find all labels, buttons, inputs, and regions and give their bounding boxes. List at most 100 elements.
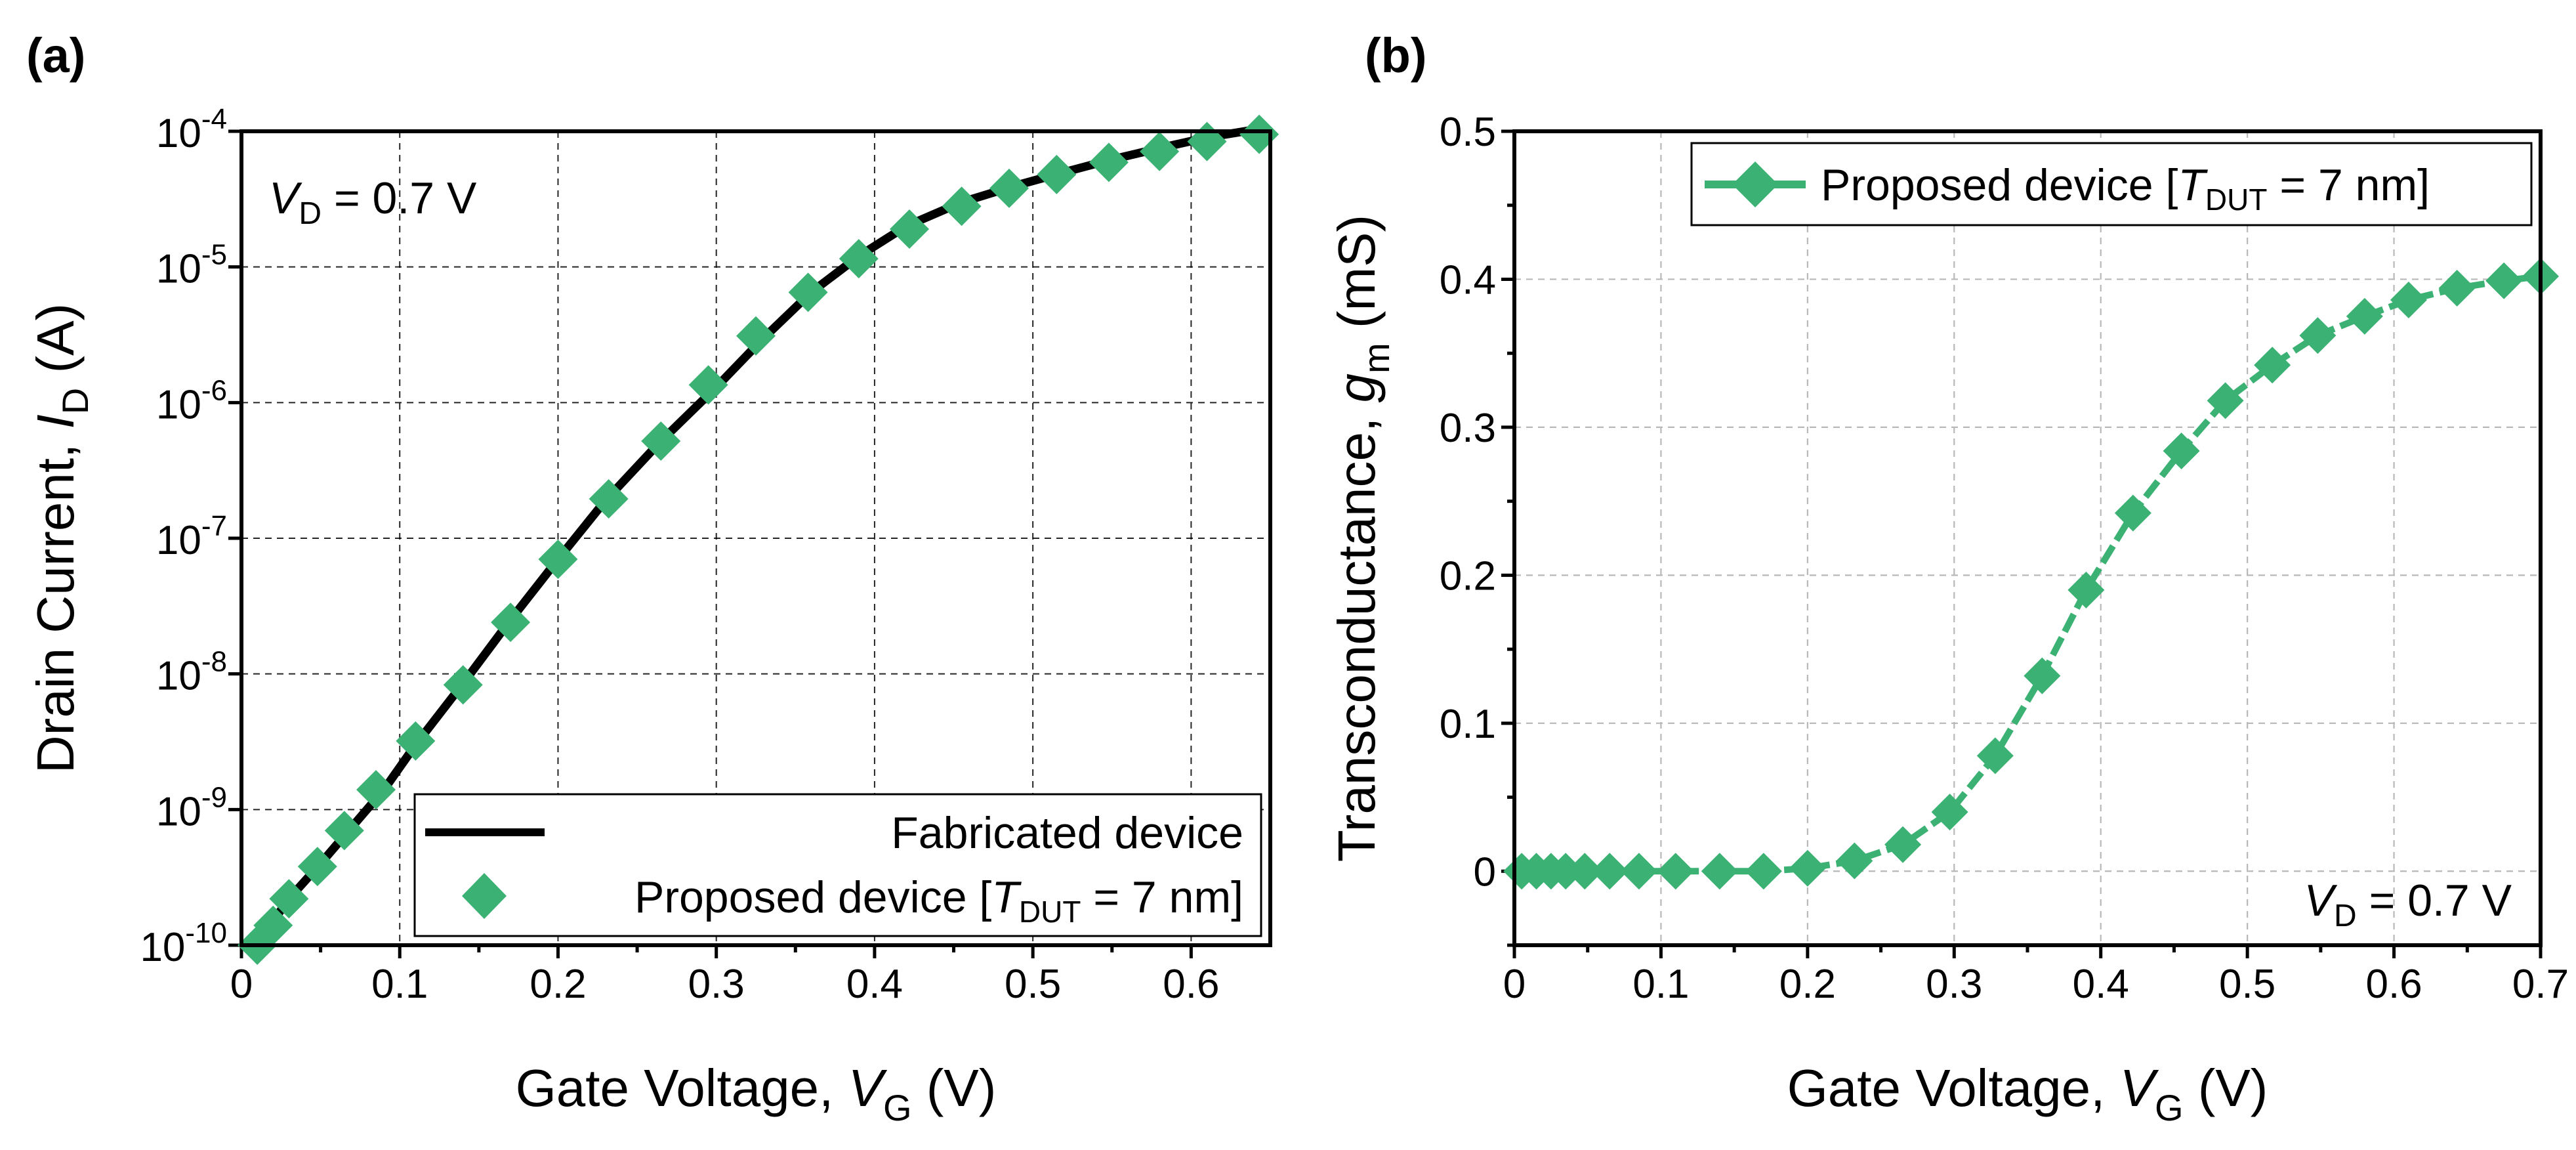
panel-a-proposed-point [788, 272, 828, 312]
panel-b-gm-point [2114, 494, 2151, 532]
panel-b-gm-point [1566, 853, 1604, 890]
panel-a-ytick-label: 10-4 [156, 103, 227, 156]
panel-b-gm-point [2163, 432, 2200, 469]
panel-a-ytick-label: 10-10 [140, 917, 227, 970]
panel-b-plot-frame [1512, 129, 2543, 947]
panel-a-ytick-label: 10-5 [156, 239, 227, 292]
legend-b-marker [1732, 161, 1778, 207]
panel-b-ytick-label: 0.4 [1440, 257, 1496, 303]
panel-a-proposed-point [253, 905, 293, 945]
panel-a-proposed-point [356, 770, 396, 810]
panel-a-proposed-point [641, 421, 681, 461]
panel-b-gm-point [1701, 853, 1738, 890]
panel-b-gm-point [1547, 853, 1585, 890]
panel-b-series [1503, 257, 2559, 890]
panel-b-label: (b) [1365, 28, 1427, 83]
panel-a-proposed-point [297, 847, 337, 887]
panel-b-xtick-label: 0 [1503, 962, 1526, 1007]
legend-fabricated-label: Fabricated device [891, 808, 1243, 858]
panel-a-ytick-label: 10-6 [156, 374, 227, 427]
panel-b-gm-point [1931, 794, 1968, 831]
panel-b-gm-point [2207, 382, 2244, 419]
panel-a-xtick-label: 0.2 [530, 962, 586, 1007]
legend-b-label: Proposed device [TDUT = 7 nm] [1821, 160, 2430, 217]
panel-a-label: (a) [26, 28, 85, 83]
panel-b-ytick-label: 0.2 [1440, 553, 1496, 599]
panel-a-plot-frame [239, 129, 1272, 947]
panel-b-gm-point [1789, 849, 1826, 887]
panel-b-gm-point [2346, 297, 2383, 335]
panel-b-xtick-label: 0.1 [1632, 962, 1689, 1007]
panel-b-gm-line [1522, 272, 2541, 875]
panel-b-grid [1514, 131, 2541, 945]
panel-b-gm-point [1657, 853, 1694, 890]
panel-a-ticks: 0 0.1 0.2 0.3 0.4 0.5 0.6 10-10 10-9 10-8 10-7 10-6… [140, 103, 1219, 1007]
panel-a-xlabel: Gate Voltage, VG (V) [516, 1059, 997, 1128]
panel-b-gm-point [1884, 826, 1922, 863]
panel-a-proposed-point [688, 365, 728, 405]
panel-b-gm-point [2485, 262, 2523, 299]
panel-a-xtick-label: 0.6 [1163, 962, 1219, 1007]
panel-a-ytick-label: 10-8 [156, 646, 227, 699]
panel-b-xlabel: Gate Voltage, VG (V) [1787, 1059, 2268, 1128]
panel-b-gm-point [2390, 282, 2427, 319]
panel-a-proposed-point [1140, 131, 1180, 171]
panel-b-gm-point [2024, 657, 2061, 694]
panel-b-gm-point [1976, 737, 2014, 775]
legend-proposed-marker [462, 873, 507, 919]
panel-a: (a) 0 0.1 0.2 0.3 0.4 0.5 0.6 10-10 10-9 10-8 10-7… [26, 28, 1279, 1128]
panel-a-proposed-point [1089, 142, 1129, 182]
panel-b-vd-annotation: VD = 0.7 V [2304, 876, 2512, 933]
panel-a-proposed-point [839, 239, 879, 279]
panel-b-legend-box [1690, 142, 2533, 226]
panel-a-ytick-label: 10-9 [156, 781, 227, 834]
panel-b-ticks: 0 0.1 0.2 0.3 0.4 0.5 0.6 0.7 0 0.1 0.2 0.3 0.4 0.5 [1440, 110, 2569, 1007]
legend-proposed-label: Proposed device [TDUT = 7 nm] [634, 872, 1243, 929]
panel-a-xtick-label: 0.1 [371, 962, 428, 1007]
panel-b-ytick-label: 0 [1474, 849, 1496, 895]
panel-a-legend-box [413, 793, 1262, 937]
panel-a-proposed-point [1239, 114, 1279, 154]
panel-b-xtick-label: 0.3 [1926, 962, 1982, 1007]
panel-b-gm-point [2067, 571, 2105, 608]
panel-a-proposed-point [736, 316, 776, 356]
panel-b-gm-point [2254, 347, 2291, 384]
panel-b-gm-point [1745, 853, 1782, 890]
panel-a-proposed-point [989, 168, 1029, 208]
panel-a-proposed-point [491, 603, 531, 643]
panel-a-vd-annotation: VD = 0.7 V [269, 173, 477, 231]
panel-b: (b) 0 0.1 0.2 0.3 0.4 0.5 0.6 0.700.10.20.30.40… [1327, 28, 2569, 1128]
panel-a-proposed-point [589, 479, 629, 519]
panel-a-xtick-label: 0.5 [1005, 962, 1061, 1007]
panel-b-xtick-label: 0.6 [2365, 962, 2422, 1007]
panel-a-proposed-point [269, 879, 309, 919]
panel-b-xtick-label: 0.4 [2073, 962, 2129, 1007]
panel-b-ylabel: Transconductance, gm (mS) [1327, 215, 1397, 862]
panel-a-legend: Fabricated device Proposed device [TDUT … [413, 793, 1262, 937]
panel-b-legend: Proposed device [TDUT = 7 nm] [1690, 142, 2533, 226]
panel-a-proposed-point [396, 721, 436, 761]
panel-b-gm-point [1591, 853, 1629, 890]
panel-a-ytick-label: 10-7 [156, 510, 227, 563]
panel-a-proposed-point [1037, 154, 1077, 194]
panel-a-proposed-point [889, 209, 929, 249]
panel-a-series [238, 114, 1279, 965]
panel-b-ytick-label: 0.1 [1440, 702, 1496, 747]
panel-a-proposed-point [443, 665, 483, 705]
panel-b-gm-point [2438, 269, 2476, 307]
panel-a-proposed-point [1187, 121, 1227, 161]
panel-b-gm-point [1836, 842, 1873, 880]
panel-b-ytick-label: 0.3 [1440, 406, 1496, 451]
panel-b-xtick-label: 0.7 [2512, 962, 2569, 1007]
panel-a-ylabel: Drain Current, ID (A) [26, 303, 96, 773]
panel-a-xtick-label: 0.3 [688, 962, 745, 1007]
panel-a-proposed-point [324, 811, 364, 851]
panel-b-gm-point [1620, 853, 1657, 890]
panel-a-xtick-label: 0 [230, 962, 253, 1007]
panel-b-xtick-label: 0.5 [2219, 962, 2275, 1007]
panel-b-xtick-label: 0.2 [1779, 962, 1836, 1007]
panel-b-gm-point [2299, 317, 2337, 354]
panel-a-proposed-point [538, 540, 578, 580]
panel-b-ytick-label: 0.5 [1440, 110, 1496, 155]
panel-a-xtick-label: 0.4 [846, 962, 903, 1007]
